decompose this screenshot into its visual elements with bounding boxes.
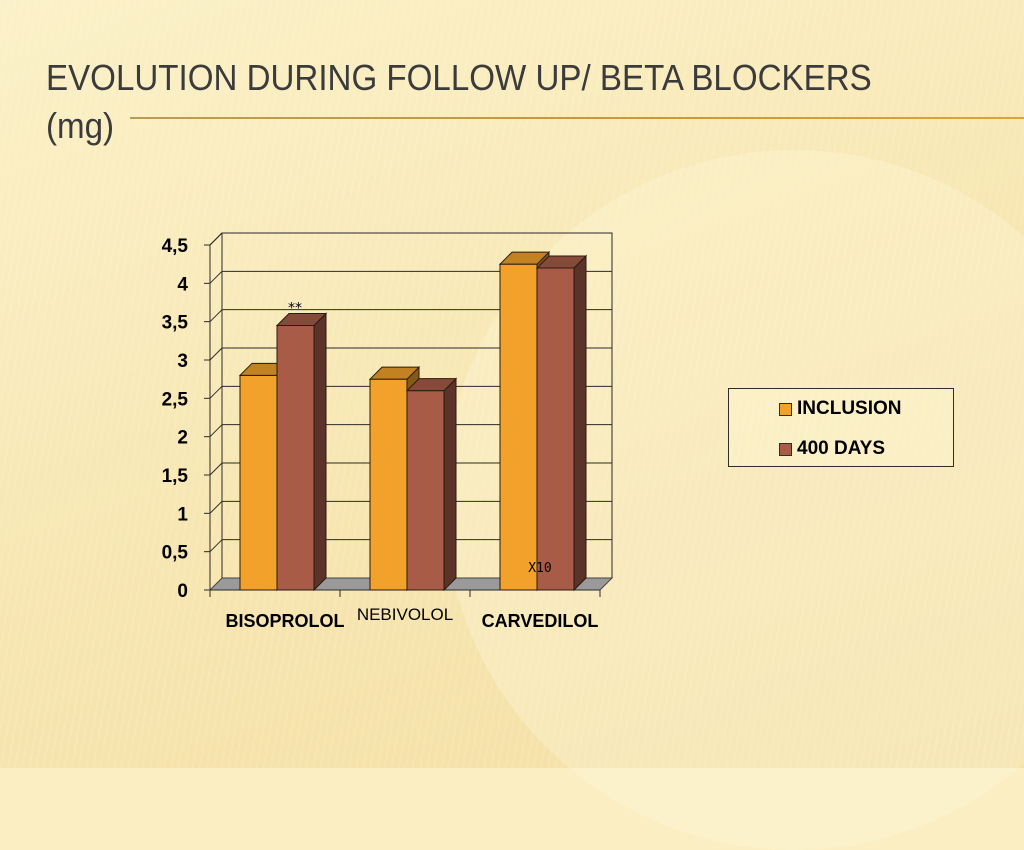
x-category-label-bisoprolol: BISOPROLOL — [225, 611, 344, 631]
bar-front — [499, 263, 538, 591]
gridline-side — [209, 500, 223, 514]
title-underline — [130, 117, 1024, 119]
y-tick-label: 1 — [177, 504, 188, 525]
bar-side — [443, 377, 457, 592]
bar-400-days-nebivolol — [405, 377, 458, 592]
bar-top — [535, 255, 588, 269]
bar-400-days-carvedilol — [535, 254, 588, 592]
y-tick-label: 0 — [177, 581, 188, 602]
gridline-side — [209, 270, 223, 284]
annotation-significance: ** — [288, 301, 302, 317]
gridline-side — [209, 347, 223, 361]
bar-front — [369, 378, 408, 591]
legend-swatch-400-days — [779, 442, 792, 456]
bar-top — [498, 251, 551, 265]
y-tick-label: 3 — [177, 351, 188, 372]
gridline-side — [209, 424, 223, 438]
gridline-side — [209, 462, 223, 476]
y-tick-label: 2 — [177, 428, 188, 449]
bar-top — [368, 366, 421, 380]
gridline-side — [209, 232, 223, 246]
legend-item-inclusion: INCLUSION — [779, 398, 902, 420]
annotation-x10: X10 — [528, 561, 551, 576]
y-tick-label: 2,5 — [162, 389, 189, 410]
bar-side — [573, 254, 587, 592]
y-tick-label: 3,5 — [162, 313, 189, 334]
gridline-side — [209, 309, 223, 323]
slide-title: EVOLUTION DURING FOLLOW UP/ BETA BLOCKER… — [46, 57, 872, 146]
gridline-side — [209, 385, 223, 399]
legend-swatch-inclusion — [779, 402, 792, 416]
bar-front — [239, 374, 278, 591]
bar-chart: 0 0,5 1 1,5 2 2,5 3 3,5 4 4,5 BISOPROLOL NEBIVOLOL C… — [162, 232, 614, 631]
plot-left-wall — [209, 232, 223, 590]
legend-label-400-days: 400 DAYS — [797, 438, 886, 459]
bar-front — [276, 325, 315, 591]
bar-top — [275, 313, 328, 326]
y-tick-label: 4,5 — [162, 236, 189, 257]
bar-top — [405, 378, 458, 392]
y-tick-label: 1,5 — [162, 466, 189, 487]
legend-item-400-days: 400 DAYS — [779, 438, 885, 460]
y-tick-label: 4 — [177, 274, 188, 295]
bar-side — [313, 312, 327, 592]
bar-front — [406, 390, 445, 591]
y-tick-label: 0,5 — [162, 543, 189, 564]
bar-400-days-bisoprolol — [275, 312, 328, 592]
bar-front — [536, 267, 575, 591]
legend-label-inclusion: INCLUSION — [797, 398, 902, 419]
gridline-side — [209, 539, 223, 553]
x-category-label-nebivolol: NEBIVOLOL — [357, 605, 453, 624]
chart-legend: INCLUSION 400 DAYS — [728, 388, 954, 467]
x-category-label-carvedilol: CARVEDILOL — [482, 611, 599, 631]
